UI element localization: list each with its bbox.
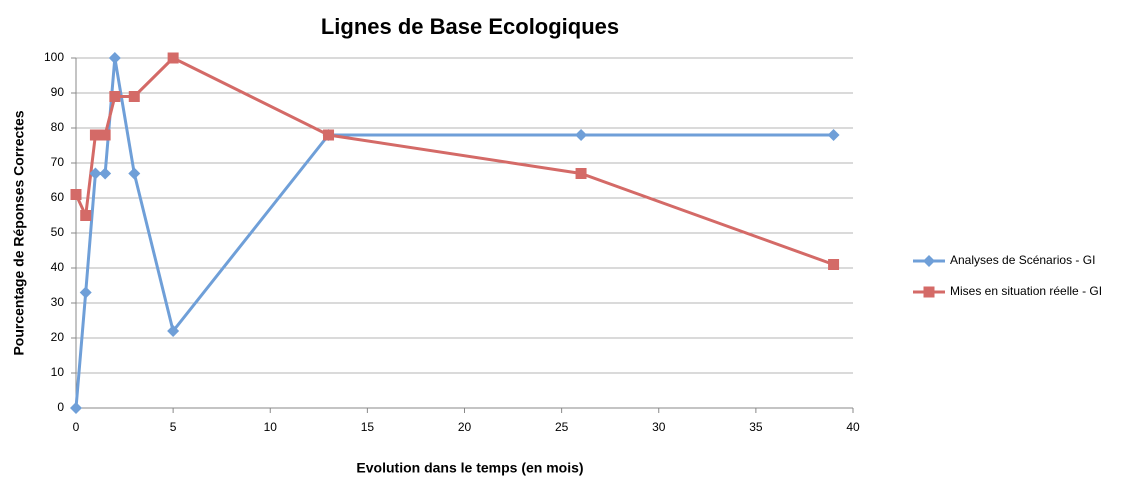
data-point: [167, 52, 179, 64]
data-point: [99, 167, 112, 180]
data-point: [575, 129, 588, 141]
x-tick-label: 20: [458, 420, 472, 434]
x-tick-label: 40: [846, 420, 860, 434]
legend-label: Mises en situation réelle - GI: [950, 284, 1102, 298]
data-point: [167, 325, 180, 337]
x-tick-label: 25: [555, 420, 569, 434]
y-tick-label: 0: [57, 400, 64, 414]
y-tick-label: 80: [51, 120, 65, 134]
data-point: [99, 129, 111, 141]
x-tick-label: 35: [749, 420, 763, 434]
x-tick-label: 0: [73, 420, 80, 434]
data-point: [575, 168, 587, 179]
data-point: [128, 91, 140, 102]
data-point: [323, 129, 335, 141]
y-tick-label: 50: [51, 225, 65, 239]
series-line: [74, 56, 835, 266]
chart-title: Lignes de Base Ecologiques: [321, 14, 619, 39]
data-point: [89, 129, 101, 141]
y-tick-label: 100: [44, 50, 64, 64]
y-tick-label: 40: [51, 260, 65, 274]
legend-marker: [923, 255, 935, 267]
x-tick-label: 10: [264, 420, 278, 434]
data-point: [827, 129, 840, 141]
y-tick-label: 10: [51, 365, 65, 379]
y-tick-label: 20: [51, 330, 65, 344]
y-tick-label: 60: [51, 190, 65, 204]
data-point: [70, 189, 82, 200]
data-point: [80, 210, 92, 221]
data-point: [128, 167, 141, 180]
x-axis-label: Evolution dans le temps (en mois): [356, 460, 583, 476]
legend-label: Analyses de Scénarios - GI: [950, 253, 1095, 267]
x-tick-label: 5: [170, 420, 177, 434]
x-tick-label: 30: [652, 420, 666, 434]
data-point: [108, 52, 121, 64]
data-point: [828, 259, 840, 270]
y-tick-label: 30: [51, 295, 65, 309]
y-axis-label: Pourcentage de Réponses Correctes: [11, 110, 27, 355]
x-tick-label: 15: [361, 420, 375, 434]
data-point: [109, 91, 121, 102]
y-tick-label: 70: [51, 155, 65, 169]
data-point: [79, 286, 92, 299]
data-point: [70, 402, 82, 414]
data-point: [89, 167, 102, 180]
y-tick-label: 90: [51, 85, 65, 99]
legend-marker: [923, 286, 935, 298]
series-line: [74, 57, 834, 409]
